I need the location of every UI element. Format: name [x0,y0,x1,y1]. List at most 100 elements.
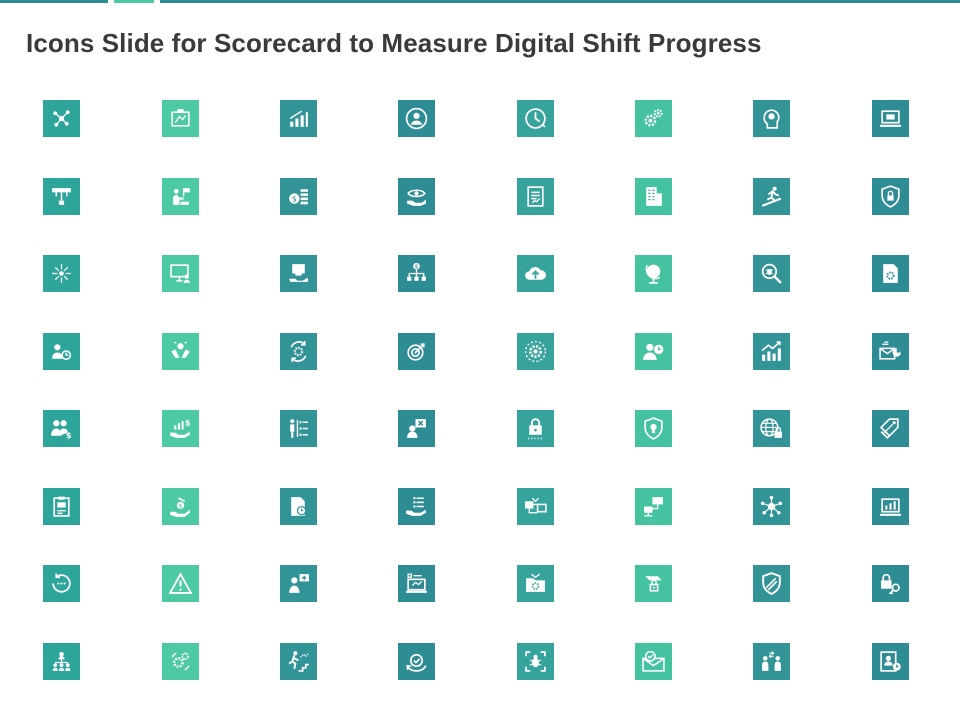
growth-chart-icon [761,341,781,361]
cloud-upload-icon [525,267,546,280]
icon-tile [280,643,317,680]
icon-tile [872,643,909,680]
top-accent-bar [0,0,960,4]
svg-text:$: $ [179,503,183,510]
icon-tile [872,333,909,370]
user-clock-icon [52,344,72,361]
icon-tile [43,178,80,215]
user-x-board-icon [407,419,426,438]
icon-tile [43,488,80,525]
lock-key-icon [881,573,900,595]
icon-tile [872,255,909,292]
clock-refresh-icon [525,108,546,129]
icon-tile [398,565,435,602]
icon-tile [753,333,790,370]
icon-tile [398,100,435,137]
shield-bulb-icon [644,417,663,440]
laptop-chart-icon [880,498,901,516]
icon-tile [280,333,317,370]
gears-cycle-icon [171,652,190,671]
icon-tile [43,565,80,602]
dollar-coins-icon: $ [289,189,308,205]
computer-hand-icon [289,264,308,282]
monitor-user-icon [170,264,190,283]
hub-network-icon [760,495,783,518]
accent-segment [0,0,108,3]
icon-tile [162,100,199,137]
icon-tile [517,565,554,602]
user-clock-badge-icon [643,343,664,360]
icon-tile [753,255,790,292]
globe-lock-icon [760,418,782,438]
icon-tile [753,488,790,525]
presenter-flag-icon [173,188,190,205]
svg-text:$: $ [185,417,191,427]
laptop-code-icon [406,573,427,593]
icon-tile [162,178,199,215]
team-hierarchy-icon [52,651,71,671]
icon-tile [280,488,317,525]
icon-tile [872,410,909,447]
icon-tile [753,565,790,602]
icon-tile [162,333,199,370]
human-brain-icon [763,109,780,129]
gear-circle-icon [524,340,547,363]
shield-lock-icon [881,185,900,208]
file-gear-icon [883,264,898,283]
svg-text:$: $ [415,264,419,271]
icon-tile: $ [162,410,199,447]
icon-tile [280,100,317,137]
circle-dots-icon [52,573,71,593]
icon-tile [517,100,554,137]
flowchart-icon [52,188,71,205]
icon-tile [753,410,790,447]
icon-tile [398,643,435,680]
sparkle-network-icon [52,264,71,283]
icon-tile [280,255,317,292]
person-checklist-icon [290,419,308,438]
hand-money-growth-icon: $ [170,417,191,438]
target-icon [407,343,425,361]
icon-tile [872,565,909,602]
icon-tile [872,488,909,525]
users-dollar-icon: $ [51,420,72,440]
shield-stripe-icon [762,572,781,595]
icon-tile [517,178,554,215]
icon-tile [43,333,80,370]
folder-settings-icon [526,573,545,592]
bug-search-icon [761,263,782,284]
icon-grid: $ $ $ $ $ [43,100,923,690]
icon-tile [398,178,435,215]
price-tags-icon [879,418,899,440]
mail-check-icon [642,650,665,672]
globe-stand-icon [645,264,661,284]
icon-tile: $ [398,255,435,292]
icon-tile: $ [162,488,199,525]
icon-tile [43,643,80,680]
icon-tile [517,255,554,292]
icon-tile [635,100,672,137]
gears-icon [644,108,663,127]
icon-tile [517,410,554,447]
accent-segment [114,0,154,3]
accent-segment [160,0,960,3]
icon-tile [635,643,672,680]
bug-scan-icon [525,651,546,672]
icon-tile [635,255,672,292]
icon-tile [872,100,909,137]
icon-tile: $ [43,410,80,447]
hand-coin-icon: $ [170,497,190,517]
file-clock-icon [291,497,307,516]
icon-tile [635,488,672,525]
icon-tile [43,255,80,292]
hand-lock-icon [645,576,662,592]
dollar-hierarchy-icon: $ [407,262,426,281]
icon-tile [635,333,672,370]
user-card-clock-icon [880,651,901,672]
rotate-check-icon [406,653,427,672]
icon-tile [753,643,790,680]
padlock-password-icon [528,418,542,440]
icon-tile [872,178,909,215]
hands-care-icon [171,341,190,358]
icon-tile [162,255,199,292]
